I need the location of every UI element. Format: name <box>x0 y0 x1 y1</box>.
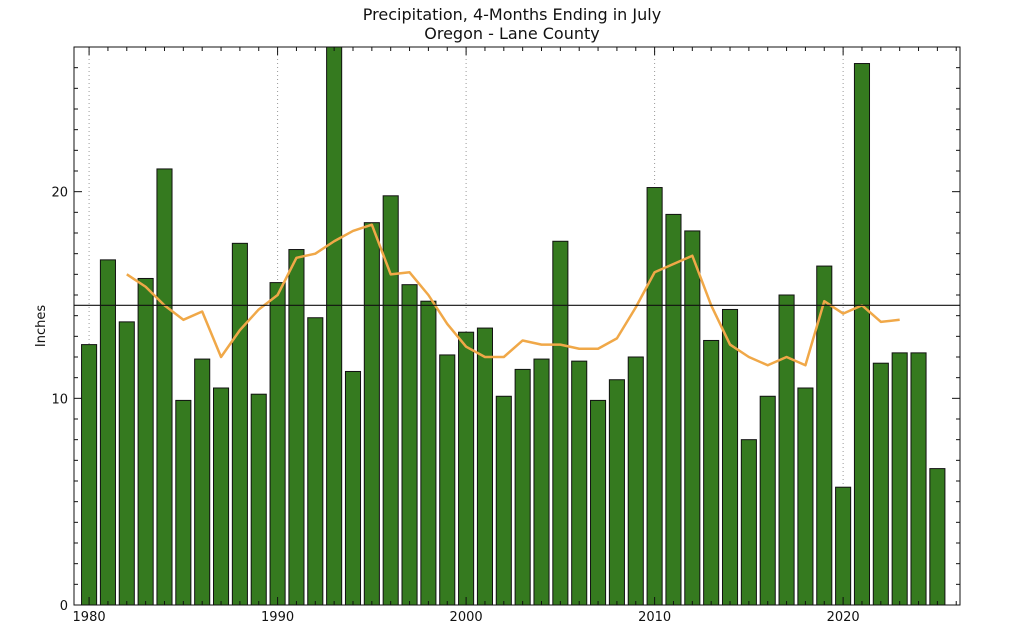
bar <box>835 486 852 606</box>
x-tick-label: 2020 <box>827 610 860 625</box>
chart-title: Precipitation, 4-Months Ending in July <box>362 5 662 24</box>
bar <box>344 370 362 606</box>
trend-line-series <box>126 223 900 367</box>
bar <box>703 339 720 606</box>
bar <box>288 249 305 606</box>
x-tick-labels: 1980 1990 2000 2010 2020 <box>73 610 860 625</box>
bar <box>797 387 814 606</box>
bar <box>721 308 739 606</box>
chart-subtitle: Oregon - Lane County <box>424 24 600 43</box>
bar <box>891 352 908 606</box>
bar <box>269 282 286 606</box>
bar <box>627 356 644 606</box>
bar <box>420 300 437 606</box>
y-axis-label: Inches <box>34 305 49 347</box>
bar <box>684 230 701 606</box>
bar <box>231 242 248 606</box>
bar <box>740 439 757 606</box>
y-tick-label: 0 <box>60 599 68 614</box>
bar <box>533 358 550 606</box>
bar <box>458 331 475 606</box>
bar <box>194 358 211 606</box>
bar <box>137 277 154 606</box>
bar <box>326 46 343 606</box>
bar <box>401 284 418 606</box>
x-tick-label: 2010 <box>638 610 671 625</box>
bar <box>759 395 776 606</box>
bar <box>872 362 889 606</box>
bar <box>778 294 795 606</box>
bar <box>608 379 625 606</box>
x-tick-label: 1980 <box>73 610 106 625</box>
bar <box>212 387 230 606</box>
bar <box>476 327 493 606</box>
bar <box>363 222 380 606</box>
bar <box>665 213 682 606</box>
bar <box>175 399 192 606</box>
bar <box>552 240 569 606</box>
axis-ticks <box>74 46 960 606</box>
y-tick-label: 20 <box>51 186 68 201</box>
bar <box>81 344 98 606</box>
bar <box>853 63 871 606</box>
bar <box>590 399 607 606</box>
bar <box>910 352 927 606</box>
plot-frame <box>73 46 961 606</box>
bar <box>495 395 512 606</box>
y-tick-label: 10 <box>51 392 68 407</box>
bar <box>439 354 456 606</box>
bar <box>118 321 135 606</box>
x-tick-label: 1990 <box>261 610 294 625</box>
bar-series <box>81 46 946 606</box>
bar <box>307 317 324 606</box>
bar <box>646 187 663 606</box>
bar <box>571 360 588 606</box>
bar <box>99 259 116 606</box>
bar <box>250 393 267 606</box>
bar <box>929 468 946 606</box>
bar <box>514 368 531 606</box>
y-tick-labels: 0 10 20 <box>51 186 68 614</box>
trend-line <box>126 223 900 367</box>
bar <box>156 168 173 606</box>
x-tick-label: 2000 <box>450 610 483 625</box>
